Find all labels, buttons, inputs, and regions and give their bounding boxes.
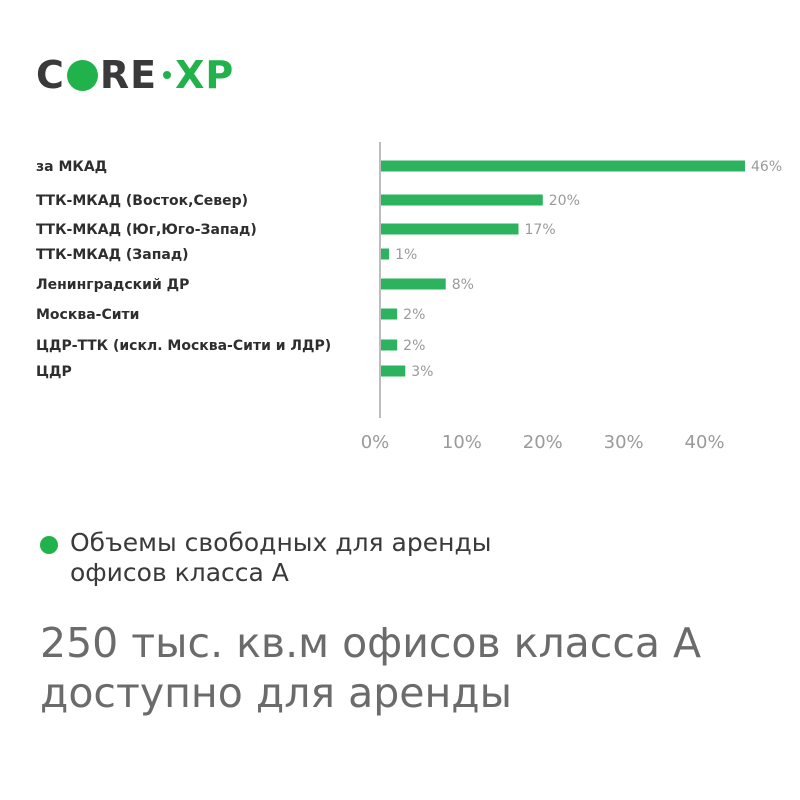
category-labels: за МКАД ТТК-МКАД (Восток,Север) ТТК-МКАД (…	[36, 159, 331, 380]
x-tick-label: 40%	[685, 432, 725, 453]
value-label: 46%	[751, 159, 782, 175]
legend-text-line1: Объемы свободных для аренды	[70, 528, 492, 557]
x-tick-labels: 0% 10% 20% 30% 40%	[361, 432, 725, 453]
bar	[381, 308, 398, 320]
category-label: ЦДР	[36, 364, 72, 380]
bar	[381, 194, 543, 206]
bar	[381, 248, 390, 260]
bar	[381, 365, 406, 377]
category-label: Ленинградский ДР	[36, 277, 189, 293]
bar	[381, 278, 446, 290]
x-tick-label: 20%	[523, 432, 563, 453]
legend-text: Объемы свободных для аренды офисов класс…	[70, 528, 590, 588]
value-labels: 46% 20% 17% 1% 8% 2% 2% 3%	[395, 159, 782, 380]
category-label: ТТК-МКАД (Юг,Юго-Запад)	[36, 222, 257, 238]
bars	[381, 160, 745, 377]
logo-green-circle	[66, 59, 98, 91]
category-label: ТТК-МКАД (Запад)	[36, 247, 189, 263]
value-label: 8%	[452, 277, 474, 293]
bar	[381, 160, 745, 172]
value-label: 20%	[549, 193, 580, 209]
category-label: ТТК-МКАД (Восток,Север)	[36, 193, 248, 209]
bar	[381, 339, 398, 351]
logo-letter-c: C	[36, 53, 65, 97]
headline: 250 тыс. кв.м офисов класса А доступно д…	[40, 618, 780, 718]
x-tick-label: 10%	[442, 432, 482, 453]
bar	[381, 223, 519, 235]
headline-line2: доступно для аренды	[40, 669, 513, 717]
logo-letters-xp: XP	[175, 53, 235, 97]
legend: Объемы свободных для аренды офисов класс…	[40, 528, 590, 588]
brand-logo: C RE XP	[36, 56, 234, 94]
legend-dot	[40, 536, 58, 554]
logo-letters-re: RE	[99, 53, 158, 97]
logo-dot	[163, 71, 172, 79]
value-label: 3%	[411, 364, 433, 380]
x-tick-label: 30%	[604, 432, 644, 453]
value-label: 2%	[403, 307, 425, 323]
x-tick-label: 0%	[361, 432, 390, 453]
value-label: 2%	[403, 338, 425, 354]
headline-line1: 250 тыс. кв.м офисов класса А	[40, 619, 702, 667]
value-label: 17%	[525, 222, 556, 238]
category-label: Москва-Сити	[36, 307, 139, 323]
category-label: ЦДР-ТТК (искл. Москва-Сити и ЛДР)	[36, 338, 331, 354]
category-label: за МКАД	[36, 159, 107, 175]
value-label: 1%	[395, 247, 417, 263]
legend-text-line2: офисов класса А	[70, 558, 289, 587]
bar-chart: за МКАД ТТК-МКАД (Восток,Север) ТТК-МКАД (…	[36, 142, 782, 453]
